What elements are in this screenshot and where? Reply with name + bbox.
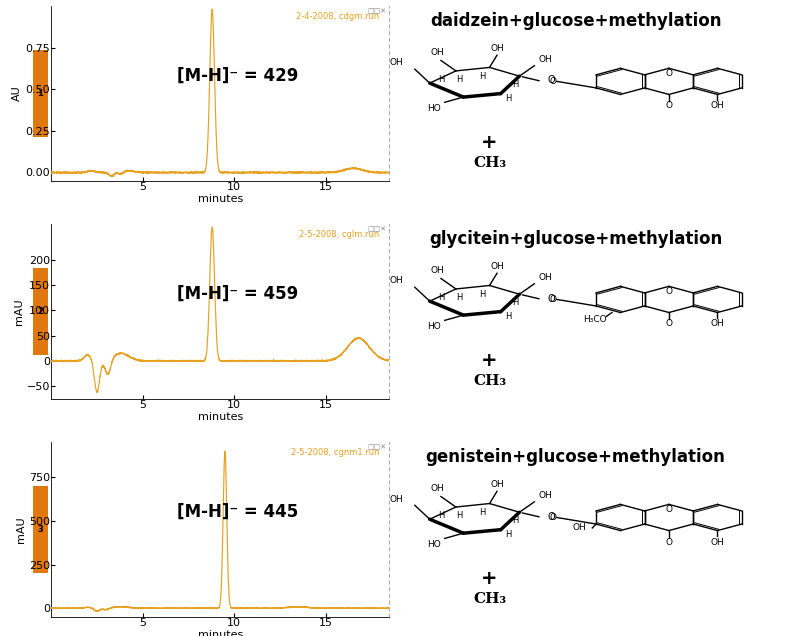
Y-axis label: mAU: mAU bbox=[16, 516, 26, 543]
Text: O: O bbox=[548, 294, 555, 303]
Text: H: H bbox=[457, 293, 463, 302]
Y-axis label: AU: AU bbox=[13, 86, 22, 102]
Text: H: H bbox=[479, 508, 485, 517]
Text: OH: OH bbox=[711, 537, 724, 546]
Text: O: O bbox=[665, 69, 672, 78]
Text: 3: 3 bbox=[37, 525, 43, 534]
Text: [M-H]⁻ = 459: [M-H]⁻ = 459 bbox=[177, 285, 298, 303]
Text: O: O bbox=[548, 76, 555, 85]
Text: H: H bbox=[479, 289, 485, 299]
Text: O: O bbox=[665, 287, 672, 296]
FancyBboxPatch shape bbox=[32, 486, 48, 573]
Text: 2-4-2008, cdgm.run: 2-4-2008, cdgm.run bbox=[296, 11, 380, 20]
Text: H: H bbox=[457, 511, 463, 520]
Text: [M-H]⁻ = 445: [M-H]⁻ = 445 bbox=[177, 503, 298, 522]
Text: OH: OH bbox=[490, 44, 504, 53]
Text: CH₃: CH₃ bbox=[473, 375, 506, 389]
Y-axis label: mAU: mAU bbox=[13, 298, 24, 325]
Text: OH: OH bbox=[538, 491, 552, 500]
Text: OH: OH bbox=[390, 277, 403, 286]
Text: +: + bbox=[481, 351, 498, 370]
Text: OH: OH bbox=[390, 59, 403, 67]
Text: OH: OH bbox=[390, 495, 403, 504]
Text: +: + bbox=[481, 569, 498, 588]
Text: H: H bbox=[513, 80, 519, 90]
Text: HO: HO bbox=[427, 540, 441, 549]
Text: □□✕: □□✕ bbox=[367, 8, 386, 14]
Text: H: H bbox=[505, 530, 511, 539]
Text: H₃CO: H₃CO bbox=[583, 315, 607, 324]
Text: O: O bbox=[550, 295, 556, 304]
Text: O: O bbox=[665, 537, 672, 546]
Text: 1: 1 bbox=[37, 89, 43, 98]
Text: OH: OH bbox=[711, 319, 724, 328]
Text: OH: OH bbox=[538, 55, 552, 64]
Text: 2-5-2008, cglm.run: 2-5-2008, cglm.run bbox=[299, 230, 380, 238]
Text: [M-H]⁻ = 429: [M-H]⁻ = 429 bbox=[177, 67, 298, 85]
FancyBboxPatch shape bbox=[32, 50, 48, 137]
Text: OH: OH bbox=[430, 266, 444, 275]
FancyBboxPatch shape bbox=[32, 268, 48, 356]
Text: H: H bbox=[457, 75, 463, 84]
Text: H: H bbox=[438, 511, 444, 520]
Text: O: O bbox=[550, 513, 556, 522]
Text: CH₃: CH₃ bbox=[473, 156, 506, 170]
X-axis label: minutes: minutes bbox=[198, 630, 243, 636]
Text: HO: HO bbox=[427, 322, 441, 331]
Text: glycitein+glucose+methylation: glycitein+glucose+methylation bbox=[429, 230, 722, 247]
Text: HO: HO bbox=[427, 104, 441, 113]
Text: □□✕: □□✕ bbox=[367, 226, 386, 232]
Text: H: H bbox=[505, 312, 511, 321]
Text: OH: OH bbox=[573, 523, 587, 532]
Text: CH₃: CH₃ bbox=[473, 593, 506, 607]
Text: genistein+glucose+methylation: genistein+glucose+methylation bbox=[425, 448, 725, 466]
Text: H: H bbox=[479, 72, 485, 81]
Text: OH: OH bbox=[490, 261, 504, 271]
Text: H: H bbox=[438, 293, 444, 302]
Text: O: O bbox=[665, 101, 672, 111]
Text: H: H bbox=[505, 94, 511, 103]
Text: OH: OH bbox=[711, 101, 724, 111]
Text: OH: OH bbox=[490, 480, 504, 488]
Text: 2-5-2008, cgnm1.run: 2-5-2008, cgnm1.run bbox=[291, 448, 380, 457]
Text: O: O bbox=[665, 505, 672, 514]
Text: □□✕: □□✕ bbox=[367, 444, 386, 450]
Text: H: H bbox=[513, 298, 519, 307]
Text: 2: 2 bbox=[37, 307, 43, 316]
Text: O: O bbox=[548, 511, 555, 522]
Text: OH: OH bbox=[538, 273, 552, 282]
Text: H: H bbox=[513, 516, 519, 525]
X-axis label: minutes: minutes bbox=[198, 411, 243, 422]
Text: O: O bbox=[665, 319, 672, 328]
Text: O: O bbox=[550, 77, 556, 86]
Text: OH: OH bbox=[430, 48, 444, 57]
Text: H: H bbox=[438, 75, 444, 84]
Text: OH: OH bbox=[430, 484, 444, 493]
Text: daidzein+glucose+methylation: daidzein+glucose+methylation bbox=[430, 11, 721, 30]
X-axis label: minutes: minutes bbox=[198, 193, 243, 204]
Text: +: + bbox=[481, 133, 498, 152]
